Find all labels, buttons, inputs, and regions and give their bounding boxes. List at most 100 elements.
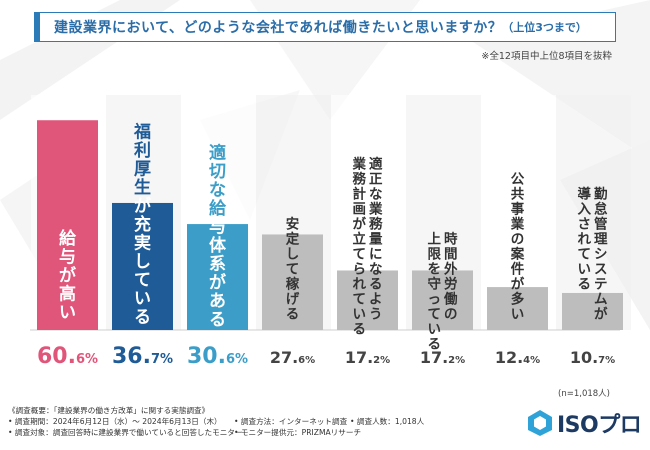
- category-label-char: が: [134, 195, 151, 216]
- category-label-char: が: [594, 305, 608, 322]
- category-label-char: う: [369, 306, 383, 322]
- category-label-char: 共: [511, 185, 525, 202]
- bar: [562, 292, 623, 330]
- bar: [37, 120, 98, 330]
- logo-text: ISOプロ: [557, 413, 642, 438]
- category-label-char: 外: [444, 260, 458, 277]
- category-label-char: 導: [578, 185, 592, 202]
- category-label-char: 切: [209, 162, 226, 182]
- footer-provider: • モニター提供元：PRIZMAリサーチ: [234, 428, 362, 437]
- category-label-char: 画: [353, 201, 367, 217]
- category-label-char: が: [209, 272, 226, 293]
- category-label-char: る: [428, 336, 442, 352]
- value-label: 17.2%: [420, 348, 465, 367]
- category-label-char: て: [353, 246, 367, 262]
- category-label-char: 労: [444, 275, 458, 292]
- category-label-char: い: [578, 261, 592, 277]
- bar: [187, 224, 248, 330]
- category-label-char: っ: [428, 291, 442, 307]
- category-label-char: ら: [353, 261, 367, 277]
- category-label-char: て: [578, 246, 592, 262]
- category-label-char: あ: [209, 292, 226, 312]
- category-label-char: 利: [134, 140, 151, 161]
- sample-size-note: (n=1,018人): [558, 389, 610, 399]
- note: ※全12項目中上位8項目を抜粋: [481, 51, 612, 62]
- category-label-char: い: [428, 321, 442, 337]
- category-label-char: 勤: [594, 185, 608, 202]
- category-label-char: 上: [428, 231, 442, 247]
- category-label-char: る: [286, 306, 300, 322]
- category-label-char: よ: [369, 291, 383, 307]
- category-label-char: し: [134, 252, 151, 272]
- category-label-char: 業: [368, 200, 383, 217]
- category-label-char: て: [134, 270, 151, 290]
- category-label-char: て: [428, 306, 442, 322]
- category-label-char: 業: [352, 155, 367, 172]
- category-label-char: を: [428, 261, 442, 277]
- category-label-char: 定: [286, 230, 300, 247]
- category-label-char: が: [511, 275, 525, 292]
- value-label: 60.6%: [37, 344, 98, 369]
- column-band: [556, 95, 631, 330]
- category-label-char: 量: [369, 231, 383, 247]
- category-label-char: 事: [511, 200, 525, 217]
- category-label-char: 業: [510, 215, 525, 232]
- category-label-char: シ: [594, 246, 608, 262]
- category-label-char: 給: [59, 228, 77, 249]
- bar: [112, 202, 173, 330]
- category-label-char: 適: [209, 143, 226, 164]
- hexagon-logo-icon: [528, 410, 552, 436]
- category-label-char: 管: [594, 215, 608, 232]
- category-label-char: 適: [369, 155, 383, 172]
- category-label-char: 多: [511, 290, 525, 307]
- category-label-char: 働: [443, 290, 458, 307]
- category-label-char: 充: [134, 214, 151, 235]
- category-label-char: い: [134, 289, 151, 309]
- category-label-char: 与: [59, 247, 76, 267]
- value-label: 30.6%: [187, 344, 248, 369]
- value-label: 36.7%: [112, 344, 173, 369]
- bar: [262, 234, 323, 330]
- category-label-char: て: [286, 261, 300, 277]
- survey-footer: 《調査概要：「建設業界の働き方改革」に関する実態調査》 • 調査期間：2024年…: [8, 405, 448, 438]
- category-label-char: の: [511, 231, 525, 247]
- logo: ISOプロ: [527, 408, 642, 438]
- category-label-char: が: [353, 215, 367, 232]
- category-label-char: な: [369, 186, 383, 202]
- category-label-char: 入: [578, 201, 592, 217]
- category-label-char: 厚: [134, 159, 151, 179]
- category-label-char: て: [353, 291, 367, 307]
- category-label-char: い: [511, 306, 525, 322]
- category-label-char: し: [286, 246, 300, 262]
- category-label-char: 守: [428, 275, 442, 292]
- category-label-char: れ: [353, 276, 367, 292]
- category-label-char: 限: [428, 246, 442, 262]
- category-label-char: 務: [369, 215, 383, 232]
- category-label-char: 福: [133, 121, 151, 142]
- category-label-char: れ: [578, 231, 592, 247]
- category-label-char: る: [369, 276, 383, 292]
- category-label-char: げ: [286, 291, 300, 307]
- category-label-char: る: [134, 307, 151, 327]
- category-label-char: 高: [59, 283, 76, 304]
- category-label-char: 安: [286, 215, 300, 232]
- category-label-char: 件: [511, 260, 525, 277]
- category-label-char: 給: [209, 198, 227, 219]
- category-label-char: 時: [444, 230, 458, 247]
- category-label-char: 怠: [594, 200, 608, 217]
- category-label-char: な: [369, 261, 383, 277]
- category-label-char: 立: [353, 230, 367, 247]
- category-label-char: 正: [369, 171, 383, 187]
- category-label-char: 務: [353, 170, 367, 187]
- category-label-char: 間: [444, 246, 458, 262]
- category-label-char: ス: [594, 261, 608, 277]
- category-label-char: い: [59, 303, 76, 323]
- category-label-char: な: [209, 181, 226, 201]
- category-label-char: い: [353, 306, 367, 322]
- category-label-char: 稼: [286, 275, 300, 292]
- bar: [487, 287, 548, 330]
- title-sub: （上位3つまで）: [502, 21, 587, 34]
- bar: [412, 270, 473, 330]
- category-label-char: 計: [353, 185, 367, 202]
- footer-target: • 調査対象：調査回答時に建設業界で働いていると回答したモニター: [8, 428, 243, 437]
